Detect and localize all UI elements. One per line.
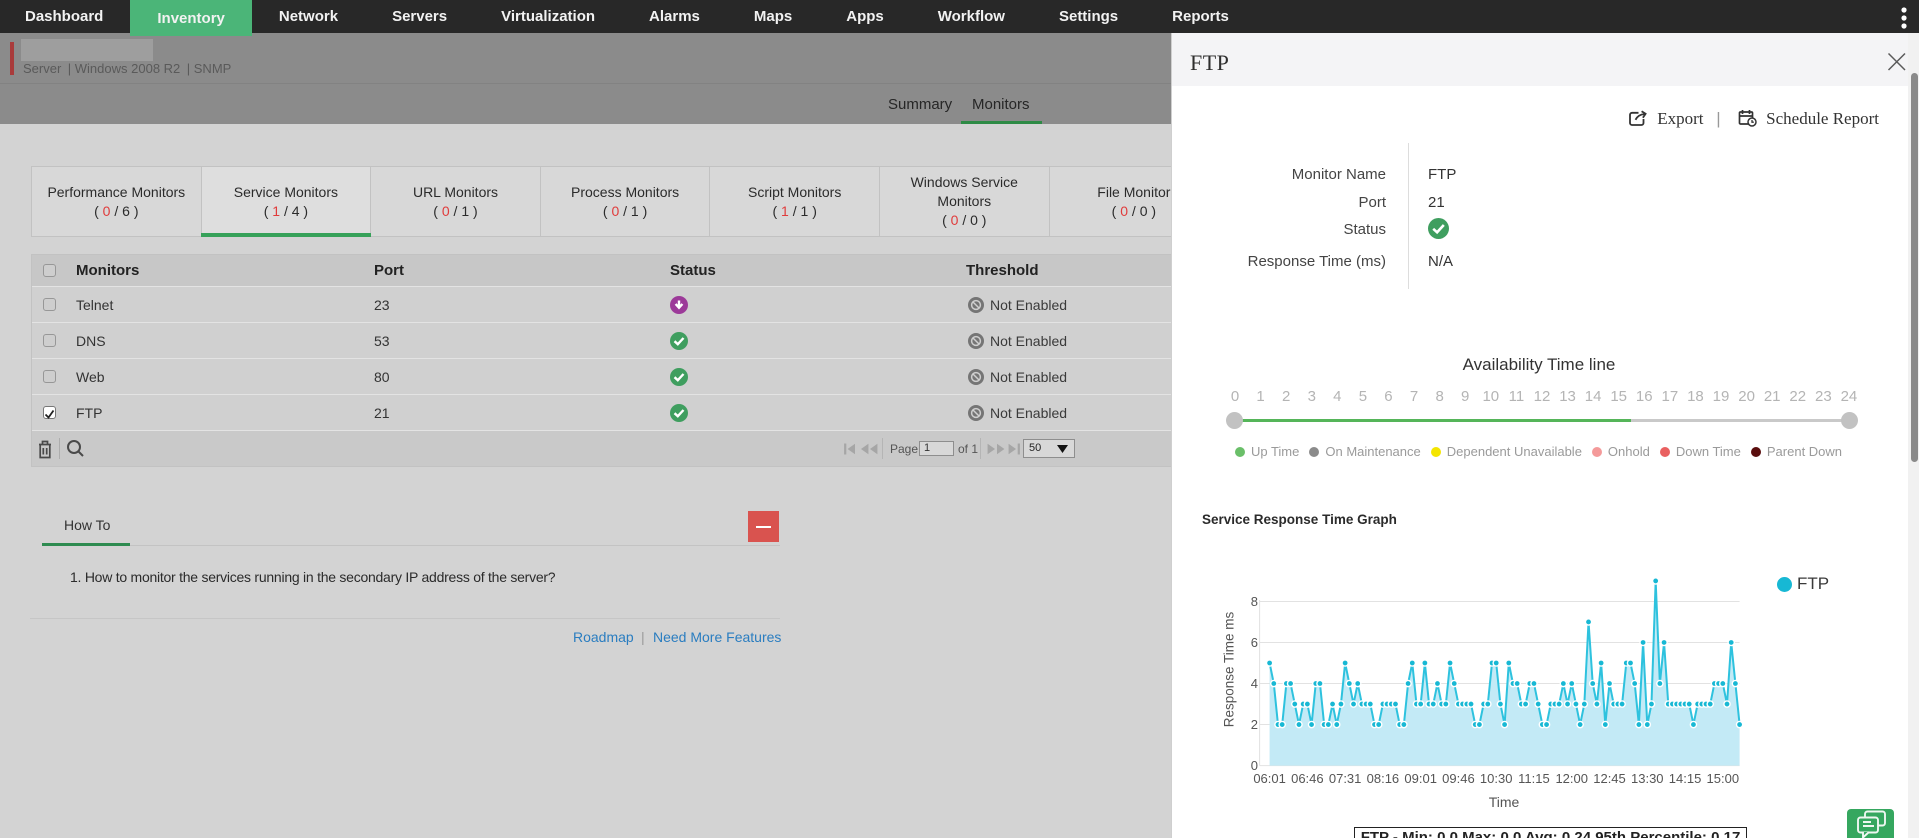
svg-text:0: 0 [1251,758,1258,773]
svg-text:15:00: 15:00 [1707,771,1740,786]
svg-text:13:30: 13:30 [1631,771,1664,786]
svg-text:14:15: 14:15 [1669,771,1702,786]
svg-text:6: 6 [1251,635,1258,650]
svg-text:Time: Time [1489,794,1520,810]
svg-text:12:00: 12:00 [1555,771,1588,786]
svg-text:08:16: 08:16 [1367,771,1400,786]
svg-text:10:30: 10:30 [1480,771,1513,786]
svg-text:07:31: 07:31 [1329,771,1362,786]
svg-text:09:01: 09:01 [1404,771,1437,786]
svg-text:09:46: 09:46 [1442,771,1475,786]
svg-text:4: 4 [1251,676,1258,691]
svg-text:06:01: 06:01 [1253,771,1286,786]
svg-text:06:46: 06:46 [1291,771,1324,786]
svg-text:8: 8 [1251,594,1258,609]
svg-text:2: 2 [1251,717,1258,732]
svg-text:11:15: 11:15 [1518,771,1550,786]
svg-text:12:45: 12:45 [1593,771,1626,786]
